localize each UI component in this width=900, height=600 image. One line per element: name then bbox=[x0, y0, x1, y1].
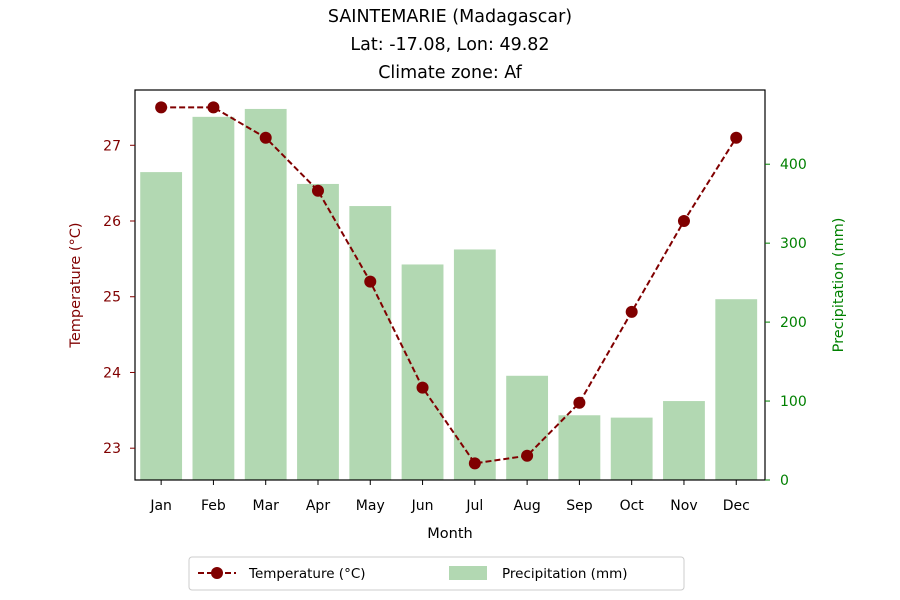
legend: Temperature (°C) Precipitation (mm) bbox=[188, 556, 685, 591]
precipitation-bar bbox=[244, 108, 287, 481]
temperature-point bbox=[207, 101, 220, 114]
x-tick-label: Apr bbox=[306, 498, 330, 514]
right-tick-label: 300 bbox=[780, 236, 807, 252]
right-tick-label: 400 bbox=[780, 157, 807, 173]
temperature-point bbox=[521, 449, 534, 462]
right-tick-label: 100 bbox=[780, 394, 807, 410]
x-tick-label: Aug bbox=[513, 498, 540, 514]
chart-title-line: SAINTEMARIE (Madagascar) bbox=[328, 7, 572, 27]
legend-temperature-marker bbox=[211, 567, 223, 579]
right-axis-label: Precipitation (mm) bbox=[831, 218, 847, 353]
left-y-axis: 23 24 25 26 27 bbox=[103, 138, 135, 457]
left-tick-label: 24 bbox=[103, 365, 121, 381]
right-y-axis: 0 100 200 300 400 bbox=[765, 157, 807, 489]
temperature-point bbox=[311, 184, 324, 197]
precipitation-bar bbox=[401, 264, 444, 480]
precipitation-bar bbox=[192, 116, 235, 480]
left-tick-label: 27 bbox=[103, 138, 121, 154]
temperature-point bbox=[730, 131, 743, 144]
x-tick-label: Dec bbox=[723, 498, 750, 514]
precipitation-bar bbox=[663, 401, 705, 480]
right-tick-label: 0 bbox=[780, 473, 789, 489]
x-axis: Jan Feb Mar Apr May Jun Jul Aug Sep Oct Nov Dec bbox=[149, 480, 750, 514]
legend-box bbox=[188, 556, 685, 591]
x-tick-label: May bbox=[356, 498, 385, 514]
temperature-point bbox=[677, 215, 690, 228]
left-axis-label: Temperature (°C) bbox=[68, 222, 84, 348]
temperature-point bbox=[468, 457, 481, 470]
plot-frame bbox=[134, 89, 766, 481]
temperature-series-line bbox=[161, 106, 738, 465]
x-tick-label: Sep bbox=[566, 498, 593, 514]
x-tick-label: Jun bbox=[411, 498, 434, 514]
precipitation-bar bbox=[506, 375, 549, 480]
legend-precipitation-swatch bbox=[449, 566, 487, 580]
chart-title-line: Lat: -17.08, Lon: 49.82 bbox=[350, 35, 549, 55]
left-tick-label: 26 bbox=[103, 214, 121, 230]
precipitation-bar bbox=[558, 415, 601, 480]
temperature-point bbox=[416, 381, 429, 394]
legend-precipitation-label: Precipitation (mm) bbox=[502, 566, 628, 582]
precipitation-bar bbox=[610, 417, 653, 480]
temperature-point bbox=[573, 396, 586, 409]
x-tick-label: Oct bbox=[620, 498, 645, 514]
right-tick-label: 200 bbox=[780, 315, 807, 331]
temperature-point bbox=[625, 305, 638, 318]
precipitation-bars bbox=[140, 108, 758, 481]
precipitation-bar bbox=[297, 183, 339, 480]
temperature-point bbox=[155, 101, 168, 114]
temperature-line bbox=[155, 101, 743, 470]
x-tick-label: Nov bbox=[670, 498, 697, 514]
temperature-point bbox=[364, 275, 377, 288]
precipitation-bar bbox=[349, 206, 392, 481]
chart-title-line: Climate zone: Af bbox=[378, 63, 522, 83]
x-tick-label: Mar bbox=[252, 498, 279, 514]
legend-temperature-label: Temperature (°C) bbox=[248, 566, 366, 582]
left-tick-label: 23 bbox=[103, 441, 121, 457]
precipitation-bar bbox=[453, 249, 496, 480]
x-tick-label: Jan bbox=[149, 498, 172, 514]
x-tick-label: Jul bbox=[465, 498, 483, 514]
left-tick-label: 25 bbox=[103, 290, 121, 306]
chart-title: SAINTEMARIE (Madagascar) Lat: -17.08, Lon… bbox=[328, 7, 572, 83]
x-tick-label: Feb bbox=[201, 498, 226, 514]
precipitation-bar bbox=[140, 172, 183, 480]
precipitation-bar bbox=[715, 299, 758, 480]
x-axis-label: Month bbox=[427, 526, 472, 542]
temperature-point bbox=[259, 131, 272, 144]
